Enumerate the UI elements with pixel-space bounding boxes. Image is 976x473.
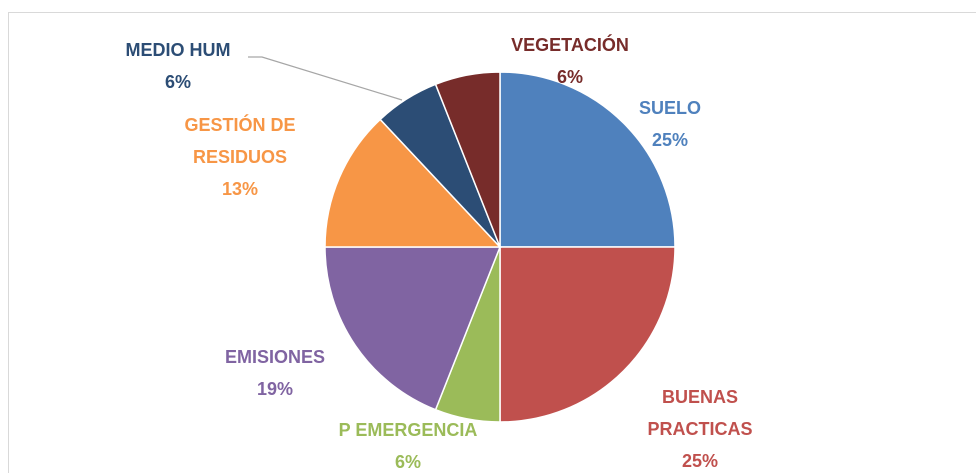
category-label: VEGETACIÓN bbox=[511, 35, 629, 55]
category-label: MEDIO HUM bbox=[125, 40, 231, 60]
pie-slice bbox=[434, 71, 501, 248]
category-label: EMISIONES bbox=[224, 347, 326, 367]
pie-slice bbox=[499, 246, 676, 423]
category-label: GESTIÓN DE RESIDUOS bbox=[184, 115, 296, 167]
value-label: 13% bbox=[221, 179, 259, 199]
value-label: 25% bbox=[681, 451, 719, 471]
slice-label: VEGETACIÓN 6% bbox=[470, 29, 670, 93]
value-label: 6% bbox=[556, 67, 583, 87]
slice-label: EMISIONES 19% bbox=[175, 341, 375, 405]
category-label: BUENAS PRACTICAS bbox=[647, 387, 753, 439]
leader-line bbox=[248, 56, 403, 101]
value-label: 25% bbox=[651, 130, 689, 150]
slice-label: BUENAS PRACTICAS 25% bbox=[630, 381, 770, 473]
pie-slice bbox=[324, 246, 502, 411]
pie-slice bbox=[499, 71, 676, 248]
pie-slice bbox=[324, 118, 502, 248]
category-label: SUELO bbox=[638, 98, 701, 118]
slice-label: P EMERGENCIA 6% bbox=[308, 414, 508, 473]
slice-label: GESTIÓN DE RESIDUOS 13% bbox=[165, 109, 315, 205]
category-label: P EMERGENCIA bbox=[338, 420, 478, 440]
slice-label: MEDIO HUM 6% bbox=[78, 34, 278, 98]
chart-frame bbox=[8, 12, 976, 473]
slice-label: SUELO 25% bbox=[570, 92, 770, 156]
value-label: 6% bbox=[394, 452, 421, 472]
value-label: 6% bbox=[164, 72, 191, 92]
value-label: 19% bbox=[256, 379, 294, 399]
